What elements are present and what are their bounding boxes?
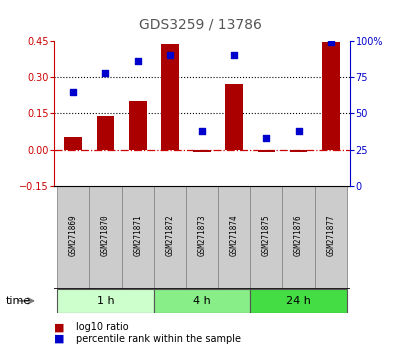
Bar (218, 186, 250, 289)
Text: log10 ratio: log10 ratio (76, 322, 129, 332)
Point (102, 70, 109, 75)
Point (263, 135, 270, 141)
Bar (89, 186, 122, 289)
Bar (57, 186, 89, 289)
Text: GSM271869: GSM271869 (69, 214, 78, 256)
Point (134, 58, 141, 64)
Text: ■: ■ (54, 334, 64, 344)
Text: GSM271874: GSM271874 (230, 214, 239, 256)
Bar (315, 186, 347, 289)
Point (328, 39, 334, 45)
Text: 1 h: 1 h (97, 296, 114, 306)
Bar (282, 186, 315, 289)
Point (199, 128, 205, 133)
Text: GDS3259 / 13786: GDS3259 / 13786 (138, 18, 262, 32)
Bar (129, 101, 146, 149)
Bar (290, 149, 307, 152)
Bar (250, 289, 347, 313)
Bar (57, 289, 154, 313)
Bar (225, 84, 243, 149)
Text: GSM271875: GSM271875 (262, 214, 271, 256)
Text: ■: ■ (54, 322, 64, 332)
Point (231, 52, 237, 58)
Bar (186, 186, 218, 289)
Bar (193, 149, 211, 152)
Bar (154, 186, 186, 289)
Bar (122, 186, 154, 289)
Text: GSM271870: GSM271870 (101, 214, 110, 256)
Text: GSM271871: GSM271871 (133, 214, 142, 256)
Text: 4 h: 4 h (193, 296, 211, 306)
Text: GSM271872: GSM271872 (165, 214, 174, 256)
Point (167, 52, 173, 58)
Point (295, 128, 302, 133)
Bar (250, 186, 282, 289)
Text: time: time (6, 296, 31, 306)
Point (70, 89, 76, 95)
Bar (154, 289, 250, 313)
Text: percentile rank within the sample: percentile rank within the sample (76, 334, 241, 344)
Bar (258, 149, 275, 152)
Bar (322, 42, 340, 149)
Text: 24 h: 24 h (286, 296, 311, 306)
Text: GSM271877: GSM271877 (326, 214, 335, 256)
Text: GSM271876: GSM271876 (294, 214, 303, 256)
Text: GSM271873: GSM271873 (198, 214, 206, 256)
Bar (161, 44, 179, 149)
Bar (97, 116, 114, 149)
Bar (64, 137, 82, 149)
